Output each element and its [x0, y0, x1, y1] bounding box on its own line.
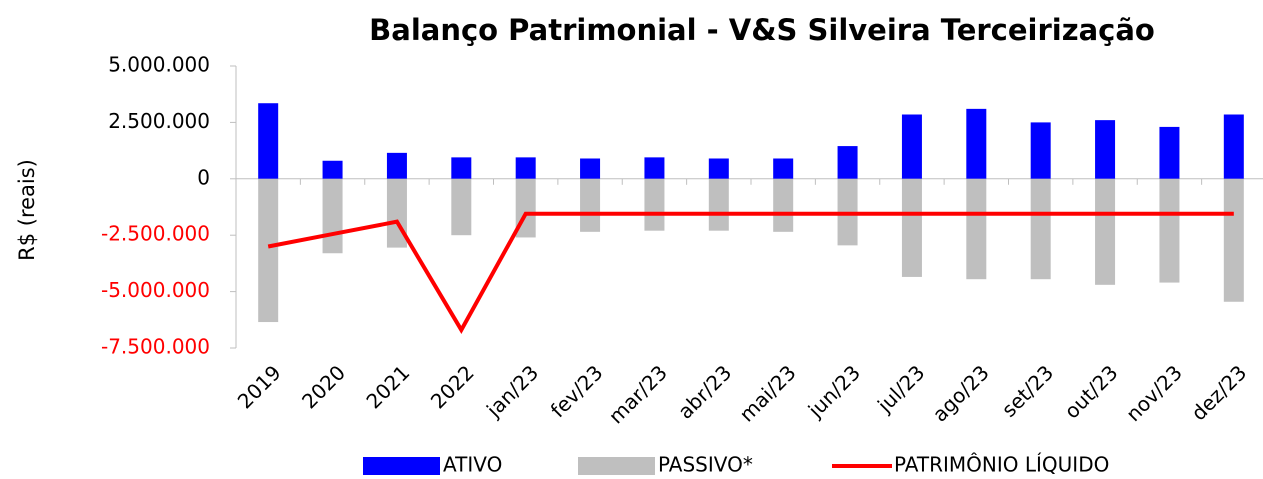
bar	[708, 178, 729, 231]
bar	[1095, 178, 1116, 285]
bar	[580, 178, 601, 232]
bar	[966, 108, 987, 179]
bar	[451, 157, 472, 179]
bar	[773, 178, 794, 232]
x-tick-label: jul/23	[872, 360, 929, 417]
bar	[322, 178, 343, 254]
bar	[837, 146, 858, 179]
bar	[1030, 122, 1051, 179]
bar	[644, 157, 665, 179]
x-tick-label: set/23	[997, 360, 1058, 421]
y-tick-label: -7.500.000	[101, 335, 210, 359]
bar	[708, 158, 729, 179]
bar	[901, 114, 922, 179]
x-tick-label: jan/23	[481, 360, 543, 422]
legend-label: ATIVO	[443, 453, 502, 477]
x-tick-label: abr/23	[673, 360, 736, 423]
y-tick-label: -2.500.000	[101, 222, 210, 246]
x-tick-label: 2022	[426, 360, 479, 413]
legend-swatch	[578, 457, 655, 475]
y-tick-label: 0	[197, 165, 210, 189]
bar	[386, 152, 407, 179]
legend-label: PATRIMÔNIO LÍQUIDO	[894, 453, 1109, 477]
bar	[966, 178, 987, 280]
x-tick-label: ago/23	[928, 360, 994, 426]
line	[267, 211, 1234, 334]
x-tick-label: mai/23	[735, 360, 801, 426]
x-tick-label: out/23	[1060, 360, 1123, 423]
y-tick-label: -5.000.000	[101, 278, 210, 302]
x-tick-label: dez/23	[1186, 360, 1251, 425]
bar	[901, 178, 922, 277]
bar	[773, 158, 794, 179]
bar	[1095, 120, 1116, 179]
bar	[258, 178, 279, 323]
y-tick-label: 2.500.000	[108, 109, 210, 133]
bar	[1223, 114, 1244, 179]
bar	[644, 178, 665, 231]
bar	[1159, 126, 1180, 179]
x-tick-label: fev/23	[546, 360, 608, 422]
chart-title: Balanço Patrimonial - V&S Silveira Terce…	[369, 13, 1155, 47]
bar	[1030, 178, 1051, 280]
legend-label: PASSIVO*	[658, 453, 753, 477]
bar	[258, 103, 279, 179]
bar	[322, 160, 343, 179]
x-tick-label: 2020	[297, 360, 350, 413]
legend-swatch	[363, 457, 440, 475]
bar	[451, 178, 472, 236]
x-tick-label: 2021	[361, 360, 414, 413]
bar	[1223, 178, 1244, 302]
x-tick-label: mar/23	[604, 360, 672, 428]
y-axis-label: R$ (reais)	[15, 159, 39, 261]
bar	[515, 157, 536, 179]
bar	[580, 158, 601, 179]
bar	[1159, 178, 1180, 283]
x-tick-label: 2019	[233, 360, 286, 413]
x-tick-label: jun/23	[803, 360, 865, 422]
y-tick-label: 5.000.000	[108, 53, 210, 77]
x-tick-label: nov/23	[1121, 360, 1187, 426]
